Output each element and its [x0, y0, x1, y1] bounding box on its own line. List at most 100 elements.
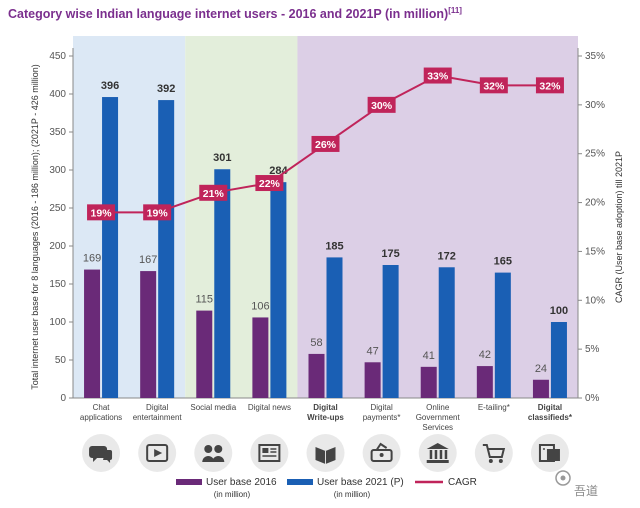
legend-sub-2016: (in million)	[214, 490, 251, 499]
bg-region-digital	[297, 36, 578, 398]
bar-2021	[550, 322, 567, 398]
bar-2021-value: 396	[101, 80, 119, 92]
category-label: Digital	[146, 403, 168, 412]
payment-icon	[362, 434, 401, 472]
legend-label-2021: User base 2021 (P)	[317, 477, 404, 488]
category-label: Chat	[93, 403, 111, 412]
y2-tick-label: 30%	[585, 100, 605, 111]
y2-tick-label: 10%	[585, 295, 605, 306]
category-label: Digital	[313, 403, 337, 412]
bar-2016	[84, 269, 101, 398]
cagr-label-bg	[143, 204, 172, 221]
bar-2016	[196, 310, 213, 398]
cagr-label-bg	[255, 175, 284, 192]
video-icon	[138, 434, 177, 472]
cagr-label: 19%	[91, 207, 113, 219]
cagr-label: 22%	[259, 178, 281, 190]
category-label: Digital news	[248, 403, 291, 412]
cagr-label-bg	[311, 135, 340, 152]
y-tick-label: 450	[49, 51, 66, 62]
government-icon	[418, 434, 457, 472]
y-tick-label: 250	[49, 203, 66, 214]
cagr-label-bg	[367, 96, 396, 113]
watermark: 吾道	[574, 484, 599, 498]
bar-2021-value: 301	[213, 152, 231, 164]
watermark-logo	[555, 470, 571, 486]
bar-2021-value: 172	[438, 250, 456, 262]
y-tick-label: 350	[49, 127, 66, 138]
y-tick-label: 0	[60, 393, 66, 404]
book-icon	[306, 434, 345, 472]
cagr-label: 30%	[371, 100, 393, 112]
classifieds-icon	[530, 434, 569, 472]
bar-2016	[420, 366, 437, 398]
bar-2021-value: 185	[325, 240, 343, 252]
category-label: Online	[426, 403, 450, 412]
category-label: Government	[416, 413, 461, 422]
legend-swatch-2021	[287, 479, 313, 485]
chat-icon	[82, 434, 121, 472]
y-tick-label: 50	[55, 355, 67, 366]
newspaper-icon	[250, 434, 289, 472]
cagr-label-bg	[479, 77, 508, 94]
y-tick-label: 100	[49, 317, 66, 328]
category-label: Social media	[190, 403, 236, 412]
bar-2016-value: 115	[196, 294, 214, 306]
cagr-label: 26%	[315, 139, 337, 151]
category-label: Services	[422, 423, 453, 432]
category-label: Write-ups	[307, 413, 344, 422]
category-label: payments*	[363, 413, 401, 422]
y-tick-label: 400	[49, 89, 66, 100]
cagr-label-bg	[87, 204, 116, 221]
bar-2016-value: 169	[83, 253, 101, 265]
legend-swatch-2016	[176, 479, 202, 485]
y-axis-title: Total internet user base for 8 languages…	[30, 64, 40, 390]
bar-2021-value: 175	[381, 248, 399, 260]
bar-2016-value: 47	[366, 345, 378, 357]
legend-label-2016: User base 2016	[206, 477, 277, 488]
chart-title: Category wise Indian language internet u…	[8, 6, 462, 22]
icon-circle	[250, 434, 289, 472]
bar-2016	[476, 366, 493, 398]
bar-2021	[438, 267, 455, 398]
bar-2021	[326, 257, 343, 398]
cart-icon	[474, 434, 513, 472]
bar-2016-value: 167	[139, 254, 157, 266]
bar-2016	[252, 317, 269, 398]
bar-2016	[308, 353, 325, 398]
y2-tick-label: 35%	[585, 51, 605, 62]
cagr-label: 32%	[483, 80, 505, 92]
cagr-label: 33%	[427, 71, 449, 83]
bar-2021	[102, 97, 119, 398]
bar-2021	[494, 272, 511, 398]
y-tick-label: 150	[49, 279, 66, 290]
icon-circle	[418, 434, 457, 472]
bar-2016-value: 58	[310, 337, 322, 349]
category-label: applications	[80, 413, 122, 422]
icon-circle	[474, 434, 513, 472]
bar-2016	[140, 271, 157, 398]
category-label: classifieds*	[528, 413, 573, 422]
category-label: E-tailing*	[478, 403, 510, 412]
y2-tick-label: 0%	[585, 393, 600, 404]
y2-tick-label: 15%	[585, 246, 605, 257]
bar-2021	[270, 182, 287, 398]
bar-2016	[532, 379, 549, 398]
category-label: entertainment	[133, 413, 183, 422]
cagr-label: 21%	[203, 188, 225, 200]
bar-2016-value: 41	[423, 350, 435, 362]
y2-tick-label: 20%	[585, 198, 605, 209]
cagr-label: 19%	[147, 207, 169, 219]
category-label: Digital	[538, 403, 562, 412]
y-tick-label: 300	[49, 165, 66, 176]
legend-sub-2021: (in million)	[334, 490, 371, 499]
y2-tick-label: 25%	[585, 149, 605, 160]
bar-2016-value: 106	[251, 300, 269, 312]
bar-2021	[382, 265, 399, 398]
category-label: Digital	[370, 403, 392, 412]
bar-2016-value: 42	[479, 349, 491, 361]
y2-axis-title: CAGR (User base adoption) till 2021P	[614, 151, 624, 303]
people-icon	[194, 434, 233, 472]
bar-2021	[214, 169, 231, 398]
